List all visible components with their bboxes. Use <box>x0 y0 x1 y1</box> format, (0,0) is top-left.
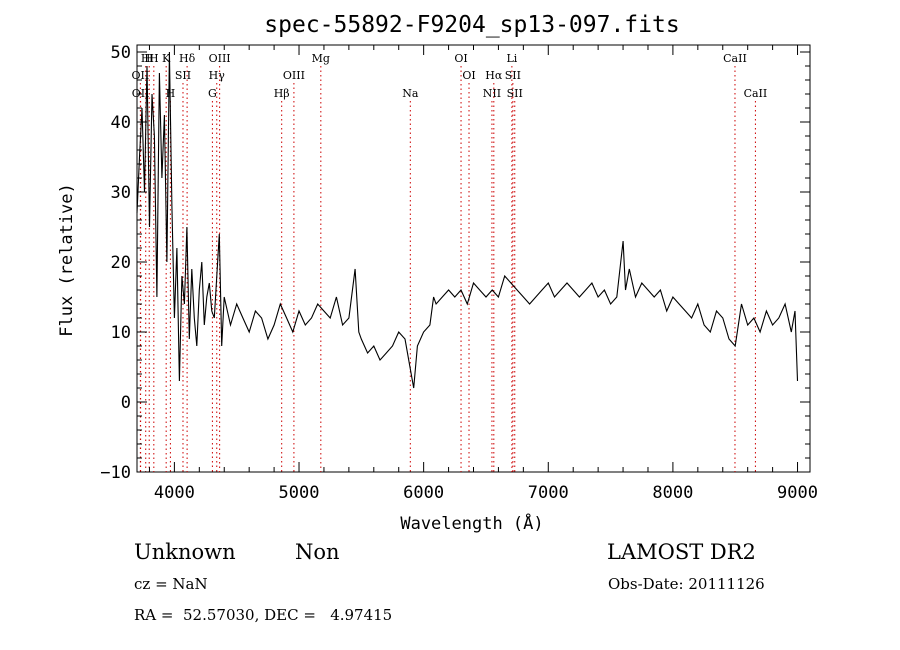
class-label: Unknown <box>134 540 236 564</box>
x-tick-label: 9000 <box>777 483 818 503</box>
line-marker-label: Hδ <box>179 52 196 65</box>
x-axis-label: Wavelength (Å) <box>400 512 543 534</box>
line-marker-label: Hβ <box>274 87 290 100</box>
line-marker-label: OIII <box>283 69 305 82</box>
x-tick-label: 6000 <box>403 483 444 503</box>
axis-ticks: 4000 5000 6000 7000 8000 9000 −10 0 10 20 30 40 50 <box>100 43 818 503</box>
y-tick-label: −10 <box>100 463 131 483</box>
line-marker-label: Hγ <box>209 69 226 82</box>
redshift-label: cz = NaN <box>134 575 208 593</box>
line-marker-label: CaII <box>723 52 747 65</box>
y-tick-label: 10 <box>111 323 131 343</box>
x-tick-label: 8000 <box>652 483 693 503</box>
line-marker-label: CaII <box>744 87 768 100</box>
survey-label: LAMOST DR2 <box>607 540 756 564</box>
x-tick-label: 5000 <box>279 483 320 503</box>
line-marker-label: Mg <box>312 52 330 65</box>
line-marker-label: K <box>162 52 171 65</box>
x-tick-label: 4000 <box>154 483 195 503</box>
line-marker-label: Hα <box>485 69 503 82</box>
line-marker-label: G <box>208 87 217 100</box>
chart-title: spec-55892-F9204_sp13-097.fits <box>264 12 679 38</box>
line-marker-label: SII <box>175 69 191 82</box>
x-tick-label: 7000 <box>528 483 569 503</box>
line-marker-label: H <box>144 52 154 65</box>
line-marker-label: OI <box>454 52 467 65</box>
line-marker-label: SII <box>505 69 521 82</box>
line-marker-label: H <box>149 52 159 65</box>
y-tick-label: 50 <box>111 43 131 63</box>
obs-date-label: Obs-Date: 20111126 <box>608 575 765 593</box>
y-tick-label: 40 <box>111 113 131 133</box>
y-tick-label: 0 <box>121 393 131 413</box>
y-tick-label: 20 <box>111 253 131 273</box>
line-marker-label: Li <box>506 52 517 65</box>
line-marker-label: Na <box>402 87 419 100</box>
plot-frame <box>136 44 811 473</box>
line-marker-label: SII <box>507 87 523 100</box>
line-marker-label: OI <box>462 69 475 82</box>
y-axis-label: Flux (relative) <box>57 183 77 337</box>
subclass-label: Non <box>295 540 340 564</box>
y-tick-label: 30 <box>111 183 131 203</box>
line-marker-label: OII <box>132 69 150 82</box>
coordinates-label: RA = 52.57030, DEC = 4.97415 <box>134 606 393 624</box>
spectrum-line <box>136 51 799 389</box>
line-marker-label: NII <box>483 87 501 100</box>
line-marker-label: OIII <box>209 52 231 65</box>
line-marker-label: H <box>141 52 151 65</box>
